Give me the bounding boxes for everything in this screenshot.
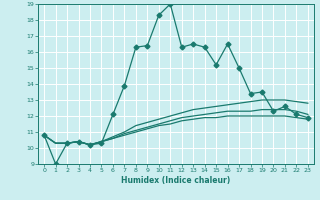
X-axis label: Humidex (Indice chaleur): Humidex (Indice chaleur)	[121, 176, 231, 185]
